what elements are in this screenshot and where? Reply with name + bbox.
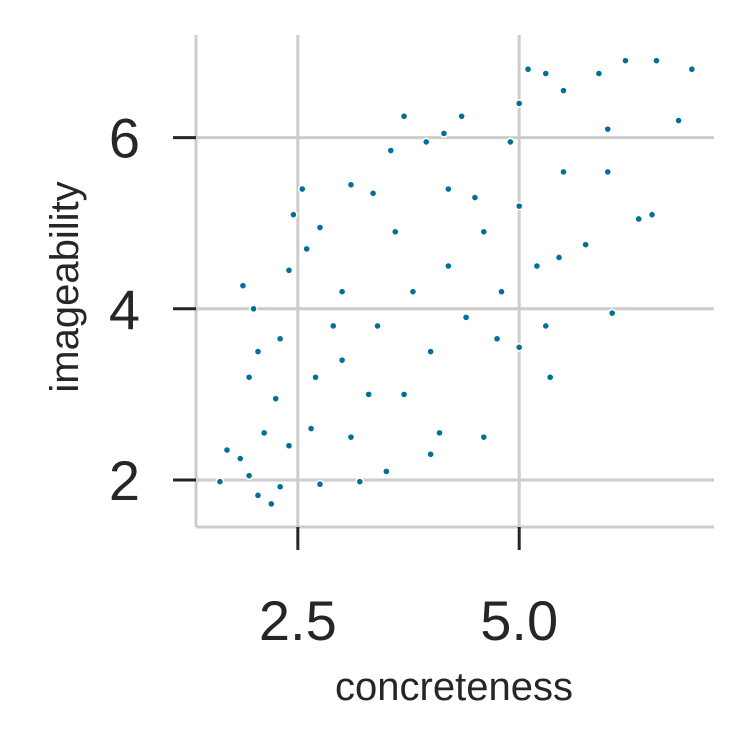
data-point — [364, 389, 374, 399]
data-point — [594, 69, 604, 78]
data-point — [306, 424, 316, 433]
data-point — [523, 64, 533, 74]
data-point — [435, 428, 444, 438]
data-point — [603, 167, 613, 177]
data-point — [603, 124, 613, 134]
data-point — [328, 321, 338, 331]
data-point — [346, 432, 356, 442]
data-point — [426, 347, 436, 356]
data-point — [687, 64, 697, 74]
data-point — [222, 445, 232, 455]
data-point — [497, 287, 506, 297]
data-point — [289, 210, 298, 220]
data-point — [355, 477, 365, 487]
data-point — [253, 490, 263, 500]
data-point — [346, 180, 356, 190]
y-tick-label-1: 4 — [109, 278, 140, 341]
y-tick-label-0: 2 — [109, 449, 140, 512]
data-point — [284, 441, 294, 451]
data-point — [514, 342, 524, 352]
data-point — [479, 432, 489, 442]
data-point — [634, 214, 644, 224]
data-point — [215, 477, 225, 487]
data-point — [621, 56, 630, 66]
y-tick-label-2: 6 — [109, 107, 140, 170]
data-point — [408, 287, 418, 297]
data-point — [647, 210, 657, 220]
data-point — [315, 479, 325, 489]
data-point — [461, 312, 471, 322]
data-point — [235, 454, 245, 463]
x-axis-label: concreteness — [335, 665, 573, 709]
data-point — [302, 244, 312, 254]
data-point — [373, 321, 382, 331]
data-point — [443, 261, 453, 271]
data-point — [244, 372, 254, 382]
axis-spines — [194, 35, 714, 529]
data-point — [259, 428, 269, 438]
data-point — [652, 56, 661, 66]
data-point — [266, 499, 276, 509]
data-point — [426, 449, 436, 459]
data-point — [381, 466, 391, 476]
data-point — [541, 321, 551, 331]
data-point — [271, 394, 281, 404]
x-tick-label-1: 5.0 — [480, 589, 558, 652]
data-point — [505, 137, 515, 147]
data-point — [238, 281, 248, 291]
data-point — [386, 146, 396, 155]
data-point — [337, 355, 347, 365]
y-axis-label: imageability — [43, 181, 87, 392]
data-point — [470, 193, 480, 202]
data-point — [249, 304, 258, 314]
data-point — [337, 287, 347, 297]
data-point — [514, 99, 524, 108]
data-point — [674, 116, 683, 125]
data-point — [399, 389, 409, 399]
data-point — [492, 334, 502, 344]
data-point — [284, 265, 294, 275]
data-point — [253, 347, 263, 356]
grid-lines — [196, 35, 714, 527]
axis-ticks: 2.5 5.0 2 4 6 — [109, 107, 558, 652]
data-point — [479, 227, 489, 237]
data-point — [514, 201, 524, 211]
data-point — [275, 482, 285, 492]
data-point — [581, 240, 591, 250]
data-point — [559, 167, 568, 177]
data-point — [244, 471, 254, 481]
data-point — [545, 372, 555, 382]
data-point — [275, 334, 285, 344]
data-point — [399, 111, 409, 121]
data-point — [390, 227, 400, 237]
data-point — [532, 261, 542, 271]
x-tick-label-0: 2.5 — [259, 589, 337, 652]
data-point — [559, 86, 568, 96]
data-points — [215, 56, 697, 509]
data-point — [607, 308, 617, 318]
data-point — [443, 184, 453, 194]
data-point — [439, 128, 449, 138]
data-point — [315, 223, 325, 232]
data-point — [554, 253, 564, 262]
data-point — [297, 184, 307, 194]
data-point — [541, 69, 551, 78]
data-point — [457, 111, 467, 121]
data-point — [368, 188, 378, 198]
data-point — [311, 372, 320, 382]
data-point — [421, 137, 431, 147]
